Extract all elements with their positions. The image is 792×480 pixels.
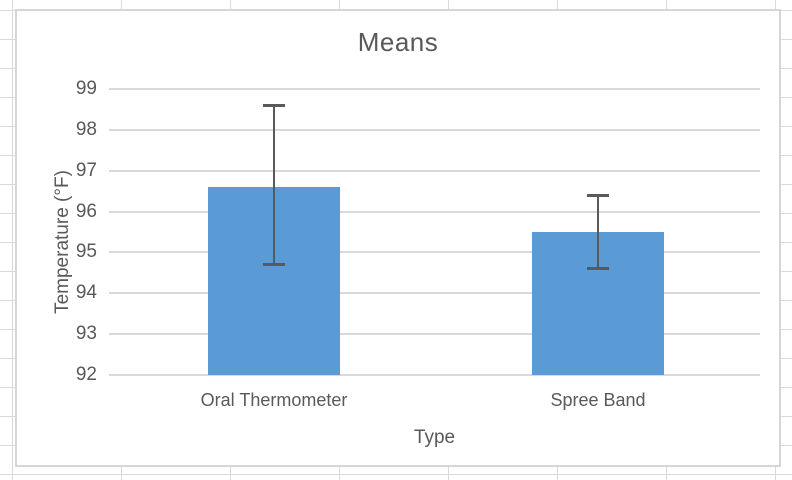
y-tick-label-96[interactable]: 96 (75, 200, 97, 222)
error-bar-line-oral-thermometer[interactable] (273, 105, 275, 265)
category-label-spree-band[interactable]: Spree Band (550, 390, 646, 410)
gridline (109, 333, 760, 336)
gridline (109, 169, 760, 172)
y-tick-label-99[interactable]: 99 (75, 78, 97, 99)
y-tick-label-97[interactable]: 97 (75, 159, 97, 181)
chart-title[interactable]: Means (357, 27, 439, 57)
x-axis-line (109, 374, 760, 376)
y-tick-label-95[interactable]: 95 (75, 241, 97, 263)
y-tick-label-98[interactable]: 98 (75, 118, 97, 140)
error-bar-cap-bottom-oral-thermometer[interactable] (263, 262, 285, 266)
error-bar-cap-top-spree-band[interactable] (587, 194, 609, 198)
y-tick-label-93[interactable]: 93 (75, 323, 97, 345)
gridline (109, 210, 760, 213)
plot-area[interactable]: 92 93 94 95 96 97 98 99 Oral Thermometer Spree Ba… (17, 11, 779, 465)
gridline (109, 88, 760, 90)
y-tick-label-92[interactable]: 92 (75, 364, 97, 385)
gridline (109, 251, 760, 254)
error-bar-cap-bottom-spree-band[interactable] (587, 266, 609, 270)
error-bar-cap-top-oral-thermometer[interactable] (263, 104, 285, 108)
error-bar-line-spree-band[interactable] (597, 195, 599, 269)
chart-area[interactable]: Means Temperature (°F) Type 92 93 94 95 96 97… (15, 9, 781, 467)
gridline (109, 128, 760, 131)
y-tick-label-94[interactable]: 94 (75, 282, 97, 304)
category-label-oral-thermometer[interactable]: Oral Thermometer (200, 390, 348, 410)
x-axis-title[interactable]: Type (413, 427, 456, 448)
gridline (109, 292, 760, 295)
